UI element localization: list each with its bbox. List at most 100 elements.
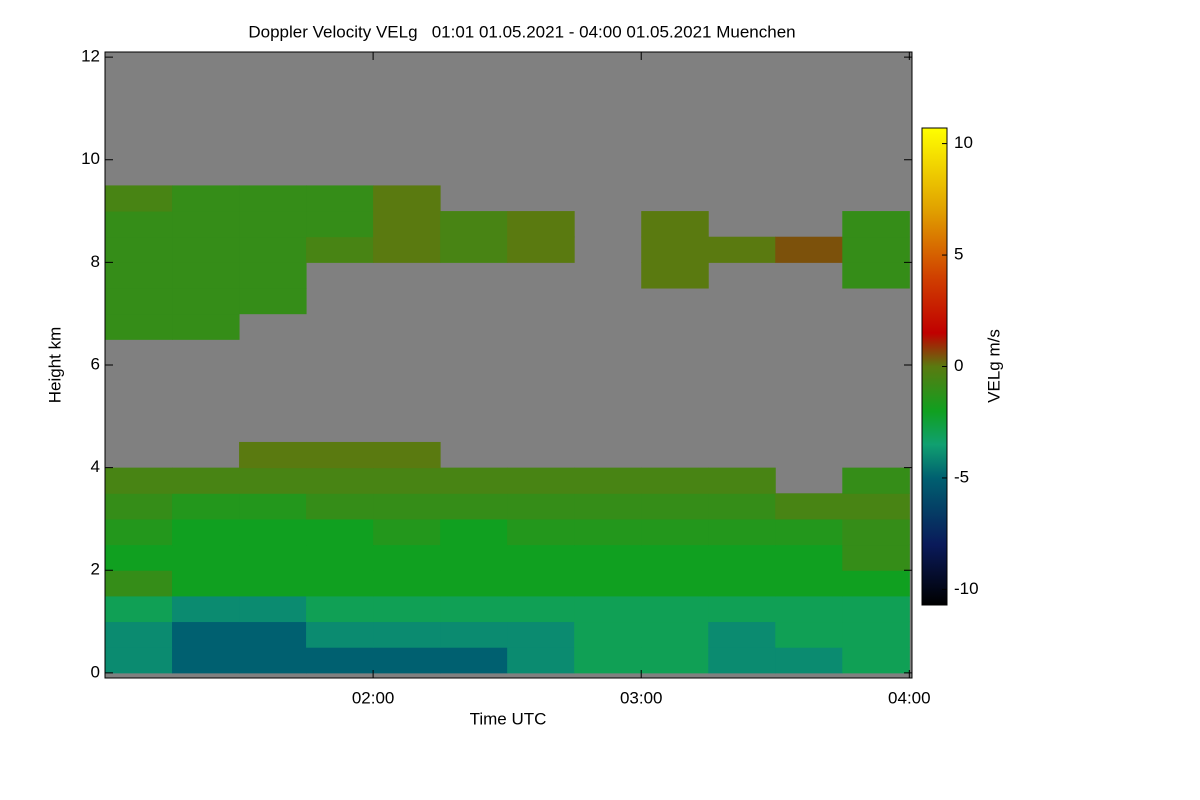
- heatmap-cell: [373, 185, 441, 212]
- heatmap-cell: [775, 518, 843, 546]
- heatmap-cell: [172, 467, 240, 494]
- heatmap-cell: [641, 236, 709, 263]
- heatmap-cell: [373, 518, 441, 546]
- heatmap-cell: [172, 570, 240, 597]
- heatmap-cell: [105, 211, 173, 238]
- heatmap-cell: [507, 211, 575, 238]
- heatmap-cell: [105, 595, 173, 623]
- heatmap-cell: [172, 493, 240, 520]
- heatmap-cell: [105, 467, 173, 494]
- heatmap-cell: [172, 262, 240, 289]
- colorbar-tick-label: -10: [954, 579, 979, 598]
- heatmap-cell: [373, 647, 441, 674]
- heatmap-cell: [172, 313, 240, 340]
- heatmap-cell: [239, 647, 307, 674]
- heatmap-cell: [239, 441, 307, 469]
- heatmap-cell: [440, 647, 508, 674]
- heatmap-cell: [708, 647, 776, 674]
- chart-title: Doppler Velocity VELg 01:01 01.05.2021 -…: [248, 22, 795, 41]
- heatmap-cell: [507, 595, 575, 623]
- heatmap-cell: [306, 570, 374, 597]
- heatmap-cell: [373, 236, 441, 263]
- heatmap-cell: [507, 570, 575, 597]
- heatmap-cell: [641, 647, 709, 674]
- heatmap-cell: [842, 518, 910, 546]
- colorbar-tick-label: 0: [954, 356, 963, 375]
- heatmap-cell: [105, 288, 173, 315]
- heatmap-cell: [708, 595, 776, 623]
- heatmap-cell: [239, 262, 307, 289]
- heatmap-cell: [239, 570, 307, 597]
- heatmap-cell: [775, 647, 843, 674]
- heatmap-cell: [440, 493, 508, 520]
- heatmap-cell: [105, 544, 173, 571]
- heatmap-cell: [172, 544, 240, 571]
- heatmap-cell: [507, 236, 575, 263]
- heatmap-cell: [172, 647, 240, 674]
- heatmap-cell: [708, 544, 776, 571]
- heatmap-cell: [373, 467, 441, 494]
- heatmap-cell: [105, 518, 173, 546]
- heatmap-cell: [641, 493, 709, 520]
- heatmap-cell: [105, 262, 173, 289]
- heatmap-cell: [306, 621, 374, 648]
- heatmap-cell: [105, 493, 173, 520]
- heatmap-cell: [239, 621, 307, 648]
- heatmap-cell: [306, 236, 374, 263]
- y-tick-label: 2: [91, 560, 100, 579]
- heatmap-cell: [440, 518, 508, 546]
- heatmap-cell: [842, 493, 910, 520]
- heatmap-cell: [574, 544, 642, 571]
- heatmap-cell: [306, 467, 374, 494]
- heatmap-cell: [842, 595, 910, 623]
- heatmap-cell: [306, 518, 374, 546]
- y-tick-label: 12: [81, 47, 100, 66]
- heatmap-cell: [574, 518, 642, 546]
- heatmap-cell: [775, 595, 843, 623]
- heatmap-cell: [507, 493, 575, 520]
- heatmap-cell: [641, 595, 709, 623]
- heatmap-cell: [373, 544, 441, 571]
- heatmap-cell: [105, 647, 173, 674]
- heatmap-cell: [574, 647, 642, 674]
- heatmap-cell: [105, 621, 173, 648]
- heatmap-cell: [842, 467, 910, 494]
- heatmap-cell: [105, 236, 173, 263]
- heatmap-cell: [775, 493, 843, 520]
- heatmap-cell: [842, 211, 910, 238]
- y-tick-label: 6: [91, 354, 100, 373]
- y-tick-label: 0: [91, 662, 100, 681]
- heatmap-cell: [172, 621, 240, 648]
- colorbar-label: VELg m/s: [984, 329, 1003, 403]
- heatmap-cell: [306, 211, 374, 238]
- heatmap-cell: [373, 621, 441, 648]
- heatmap-cell: [507, 467, 575, 494]
- heatmap-cell: [239, 493, 307, 520]
- heatmap-cell: [440, 621, 508, 648]
- heatmap-cell: [641, 621, 709, 648]
- x-tick-label: 04:00: [888, 688, 931, 707]
- heatmap-cell: [775, 236, 843, 263]
- heatmap-cell: [842, 262, 910, 289]
- heatmap-cell: [440, 467, 508, 494]
- heatmap-cell: [306, 647, 374, 674]
- heatmap-cell: [239, 595, 307, 623]
- heatmap-cell: [373, 441, 441, 469]
- heatmap-cell: [306, 441, 374, 469]
- heatmap-cell: [306, 185, 374, 212]
- heatmap-cell: [708, 236, 776, 263]
- heatmap-cell: [507, 621, 575, 648]
- heatmap-cell: [708, 570, 776, 597]
- heatmap-cell: [172, 236, 240, 263]
- heatmap-cell: [775, 621, 843, 648]
- heatmap-cell: [239, 544, 307, 571]
- heatmap-cell: [105, 185, 173, 212]
- heatmap-cell: [440, 236, 508, 263]
- heatmap-cell: [373, 595, 441, 623]
- heatmap-cell: [306, 493, 374, 520]
- y-tick-label: 4: [91, 457, 100, 476]
- heatmap-cell: [842, 544, 910, 571]
- heatmap-cell: [641, 570, 709, 597]
- heatmap-cell: [239, 236, 307, 263]
